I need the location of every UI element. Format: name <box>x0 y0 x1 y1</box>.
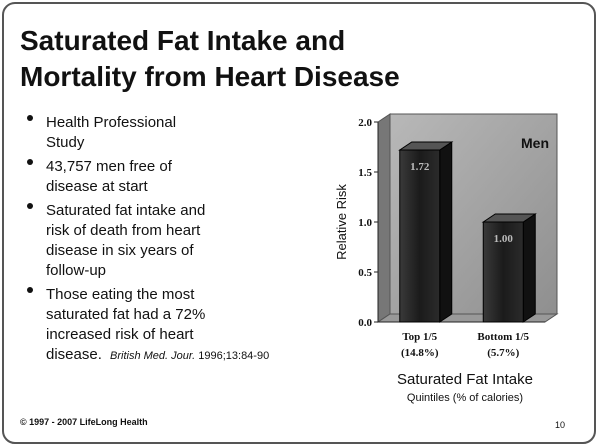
bullet-dot <box>27 287 33 293</box>
y-tick-label: 0.5 <box>358 267 372 279</box>
y-axis-label: Relative Risk <box>334 184 349 260</box>
x-tick-label: Top 1/5 <box>402 331 437 343</box>
page-number: 10 <box>555 420 565 430</box>
chart: 0.0 0.5 1.0 1.5 2.0 Relative Risk 1.72 1.00 Top … <box>334 113 559 404</box>
bullet-text: saturated fat had a 72% <box>46 306 205 323</box>
x-axis-label: Saturated Fat Intake <box>397 371 533 388</box>
y-tick-label: 0.0 <box>358 317 372 329</box>
x-tick-sublabel: (14.8%) <box>401 347 439 359</box>
bar <box>482 221 524 323</box>
bullet-text: disease. <box>46 346 102 363</box>
bar <box>399 149 441 323</box>
x-tick-sublabel: (5.7%) <box>487 347 519 359</box>
bullet-text: risk of death from heart <box>46 222 201 239</box>
bullet-text: disease in six years of <box>46 242 194 259</box>
y-tick-label: 1.0 <box>358 217 372 229</box>
bullet-dot <box>27 203 33 209</box>
footer: © 1997 - 2007 LifeLong Health <box>20 417 148 427</box>
x-axis-sublabel: Quintiles (% of calories) <box>407 392 523 404</box>
citation: British Med. Jour. 1996;13:84-90 <box>110 350 269 362</box>
bullet-text: follow-up <box>46 262 106 279</box>
side-wall <box>377 113 391 323</box>
bullet-dot <box>27 159 33 165</box>
bullet-list: Health Professional Study 43,757 men free … <box>27 114 269 363</box>
title-line: Mortality from Heart Disease <box>20 61 400 92</box>
value-label: 1.00 <box>494 233 514 245</box>
bullet-text: disease at start <box>46 178 149 195</box>
citation-details: 1996;13:84-90 <box>198 350 269 362</box>
title-line: Saturated Fat Intake and <box>20 25 345 56</box>
bullet-dot <box>27 115 33 121</box>
citation-journal: British Med. Jour. <box>110 350 195 362</box>
bar-side <box>439 141 453 323</box>
legend-label: Men <box>521 135 549 151</box>
bullet-text: Health Professional <box>46 114 176 131</box>
bullet-text: Those eating the most <box>46 286 195 303</box>
bar-side <box>522 213 536 323</box>
y-tick-label: 2.0 <box>358 117 372 129</box>
bullet-text: increased risk of heart <box>46 326 194 343</box>
value-label: 1.72 <box>410 161 430 173</box>
bullet-text: Saturated fat intake and <box>46 202 205 219</box>
bullet-text: Study <box>46 134 85 151</box>
bullet-text: 43,757 men free of <box>46 158 173 175</box>
y-tick-label: 1.5 <box>358 167 372 179</box>
x-tick-label: Bottom 1/5 <box>477 331 529 343</box>
